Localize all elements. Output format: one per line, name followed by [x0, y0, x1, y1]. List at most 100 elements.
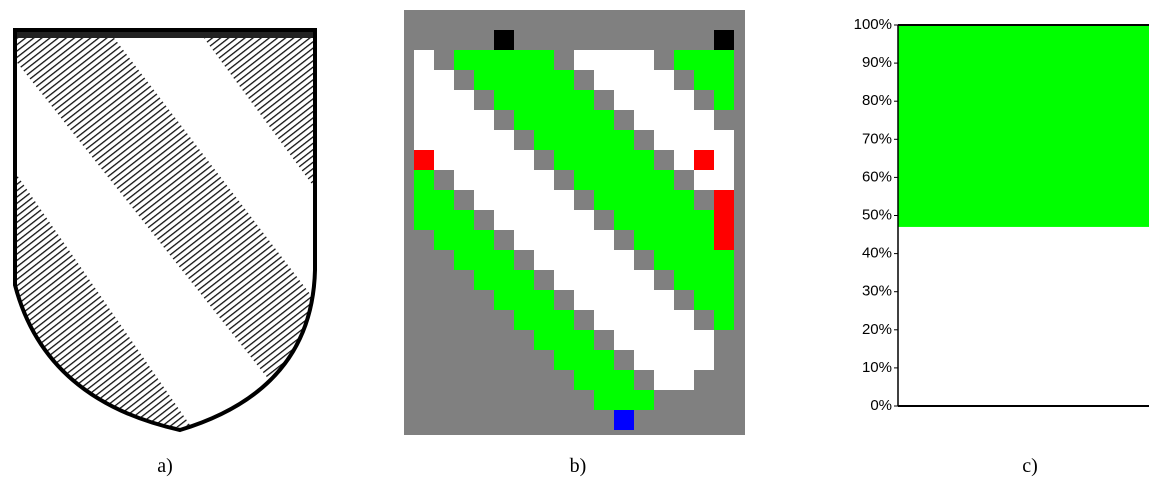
pixel [574, 350, 594, 370]
pixel [474, 230, 494, 250]
y-tick-label: 20% [862, 321, 892, 338]
pixel [614, 390, 634, 410]
pixel [614, 170, 634, 190]
pixel [694, 50, 714, 70]
pixel [494, 70, 514, 90]
pixel [634, 210, 654, 230]
pixel [614, 130, 634, 150]
y-tick-label: 100% [854, 16, 892, 33]
pixel [454, 110, 474, 130]
pixel [434, 130, 454, 150]
pixel [514, 110, 534, 130]
pixel [594, 150, 614, 170]
pixel [534, 130, 554, 150]
pixel [514, 70, 534, 90]
pixel [454, 50, 474, 70]
pixel [614, 290, 634, 310]
pixel [414, 150, 434, 170]
pixel [494, 170, 514, 190]
pixel [554, 230, 574, 250]
pixel [574, 210, 594, 230]
pixel [594, 390, 614, 410]
y-tick-label: 90% [862, 54, 892, 71]
pixel [634, 70, 654, 90]
pixel [714, 230, 734, 250]
pixel [434, 230, 454, 250]
pixel [574, 230, 594, 250]
pixel [554, 90, 574, 110]
pixel [494, 210, 514, 230]
pixel [674, 310, 694, 330]
pixel [614, 150, 634, 170]
pixel [614, 250, 634, 270]
pixel [554, 190, 574, 210]
pixel [654, 250, 674, 270]
pixel [514, 150, 534, 170]
pixel [694, 270, 714, 290]
pixel [654, 370, 674, 390]
pixel [514, 90, 534, 110]
pixel [534, 190, 554, 210]
y-tick-label: 10% [862, 359, 892, 376]
pixel [594, 230, 614, 250]
pixel [714, 270, 734, 290]
pixel [654, 330, 674, 350]
pixel [674, 50, 694, 70]
pixel [614, 90, 634, 110]
pixel [534, 70, 554, 90]
pixel [634, 350, 654, 370]
pixel [674, 190, 694, 210]
pixel [534, 230, 554, 250]
pixel [534, 210, 554, 230]
pixel [714, 170, 734, 190]
pixel [514, 190, 534, 210]
pixel [414, 90, 434, 110]
pixel [434, 150, 454, 170]
pixel [694, 150, 714, 170]
pixel [594, 250, 614, 270]
pixel [634, 230, 654, 250]
pixel [494, 150, 514, 170]
pixel [694, 290, 714, 310]
pixel [574, 250, 594, 270]
pixel [494, 50, 514, 70]
pixel [634, 330, 654, 350]
pixel [634, 390, 654, 410]
pixel [574, 270, 594, 290]
pixel [574, 130, 594, 150]
pixel [594, 310, 614, 330]
pixel [554, 210, 574, 230]
pixel [494, 250, 514, 270]
pixel [634, 90, 654, 110]
pixel [614, 70, 634, 90]
pixel [674, 150, 694, 170]
pixel [694, 350, 714, 370]
pixel [714, 210, 734, 230]
pixel [594, 370, 614, 390]
pixel [434, 210, 454, 230]
pixel [714, 310, 734, 330]
pixel [594, 50, 614, 70]
figure: a) b) c) 0%10%20%30%40%50%60%70%80%90%10… [0, 0, 1149, 484]
pixel [494, 90, 514, 110]
pixel [534, 110, 554, 130]
pixel [414, 170, 434, 190]
y-tick-label: 30% [862, 283, 892, 300]
pixel [694, 130, 714, 150]
pixel [514, 270, 534, 290]
pixel [554, 250, 574, 270]
pixel [534, 290, 554, 310]
pixel [714, 90, 734, 110]
pixel [654, 170, 674, 190]
pixel [474, 70, 494, 90]
pixel [554, 110, 574, 130]
pixel [694, 330, 714, 350]
pixel [674, 90, 694, 110]
pixel [714, 290, 734, 310]
pixel [614, 270, 634, 290]
pixel [474, 110, 494, 130]
pixel [554, 270, 574, 290]
y-tick-label: 40% [862, 245, 892, 262]
pixel [654, 90, 674, 110]
pixel [614, 50, 634, 70]
